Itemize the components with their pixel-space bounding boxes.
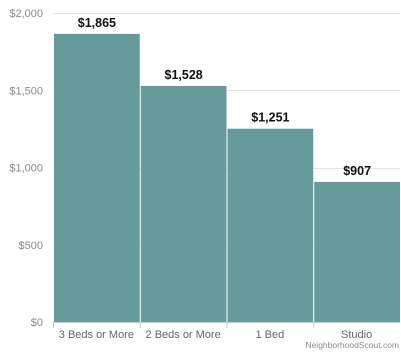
credit-text: NeighborhoodScout.com [305,340,399,350]
data-label: $1,251 [251,111,289,125]
x-tick-label: 3 Beds or More [59,329,134,341]
y-axis-ticks: $0 $500 $1,000 $1,500 $2,000 [9,8,43,329]
data-label: $1,865 [78,16,116,30]
x-tick-label: 1 Bed [256,329,285,341]
bar [227,128,314,322]
data-label: $1,528 [165,68,203,82]
data-label: $907 [343,164,371,178]
data-labels: $1,865 $1,528 $1,251 $907 [78,16,371,178]
y-tick-label: $1,500 [9,85,43,97]
bar [140,85,227,322]
y-tick-label: $1,000 [9,163,43,175]
bar [314,181,400,322]
y-tick-label: $2,000 [9,8,43,20]
y-tick-label: $0 [31,317,43,329]
y-tick-label: $500 [19,240,43,252]
bars [54,33,400,323]
x-axis-ticks: 3 Beds or More 2 Beds or More 1 Bed Studio [53,322,372,341]
bar [54,33,140,323]
x-tick-label: 2 Beds or More [146,329,221,341]
x-tick-label: Studio [341,329,372,341]
